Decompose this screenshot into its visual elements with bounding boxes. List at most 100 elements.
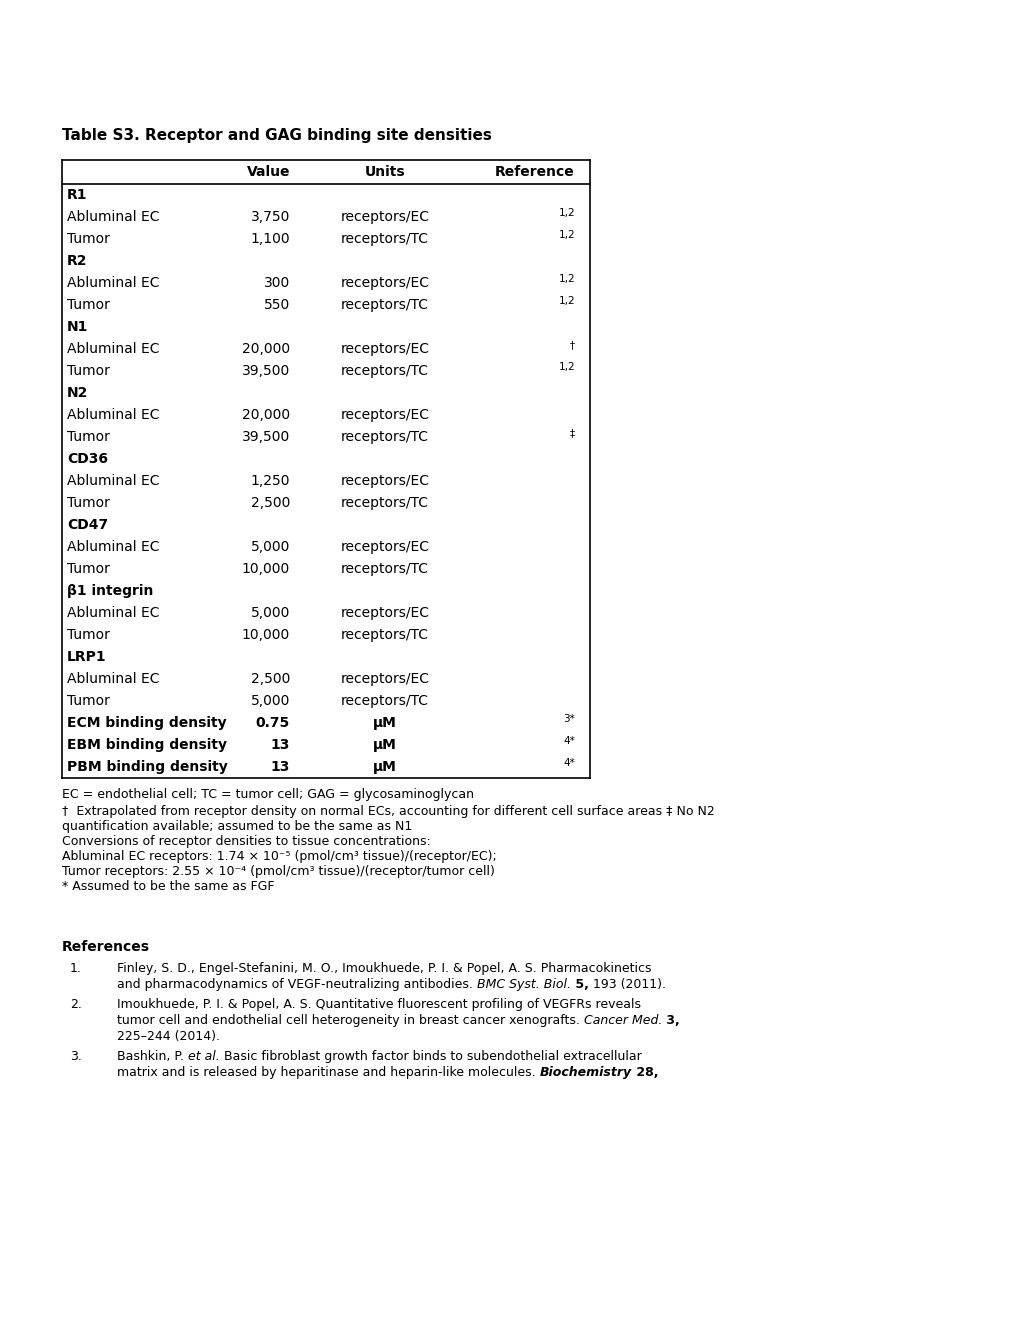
Text: and pharmacodynamics of VEGF-neutralizing antibodies.: and pharmacodynamics of VEGF-neutralizin…: [117, 978, 477, 991]
Text: receptors/TC: receptors/TC: [340, 364, 429, 378]
Text: Tumor: Tumor: [67, 562, 110, 576]
Text: 5,: 5,: [571, 978, 588, 991]
Text: 1,2: 1,2: [557, 275, 575, 284]
Text: 1,2: 1,2: [557, 362, 575, 372]
Text: 300: 300: [264, 276, 289, 290]
Text: Tumor: Tumor: [67, 430, 110, 444]
Text: 3*: 3*: [562, 714, 575, 723]
Text: 193 (2011).: 193 (2011).: [588, 978, 665, 991]
Text: μM: μM: [373, 760, 396, 774]
Text: Value: Value: [247, 165, 289, 180]
Text: 5,000: 5,000: [251, 694, 289, 708]
Text: 39,500: 39,500: [242, 430, 289, 444]
Text: 2,500: 2,500: [251, 496, 289, 510]
Text: 225–244 (2014).: 225–244 (2014).: [117, 1030, 220, 1043]
Text: N1: N1: [67, 319, 89, 334]
Text: 2,500: 2,500: [251, 672, 289, 686]
Text: 39,500: 39,500: [242, 364, 289, 378]
Text: 5,000: 5,000: [251, 540, 289, 554]
Text: β1 integrin: β1 integrin: [67, 583, 153, 598]
Text: Abluminal EC: Abluminal EC: [67, 342, 159, 356]
Text: BMC Syst. Biol.: BMC Syst. Biol.: [477, 978, 571, 991]
Text: 10,000: 10,000: [242, 628, 289, 642]
Text: receptors/TC: receptors/TC: [340, 628, 429, 642]
Text: 3.: 3.: [70, 1049, 82, 1063]
Text: Tumor: Tumor: [67, 364, 110, 378]
Text: LRP1: LRP1: [67, 649, 107, 664]
Text: EC = endothelial cell; TC = tumor cell; GAG = glycosaminoglycan: EC = endothelial cell; TC = tumor cell; …: [62, 788, 474, 801]
Text: 1,2: 1,2: [557, 230, 575, 240]
Text: receptors/EC: receptors/EC: [340, 540, 429, 554]
Text: et al.: et al.: [187, 1049, 219, 1063]
Text: Biochemistry: Biochemistry: [539, 1067, 631, 1078]
Text: †: †: [570, 341, 575, 350]
Text: 20,000: 20,000: [242, 342, 289, 356]
Text: quantification available; assumed to be the same as N1: quantification available; assumed to be …: [62, 820, 412, 833]
Text: R1: R1: [67, 187, 88, 202]
Text: 4*: 4*: [562, 737, 575, 746]
Text: †  Extrapolated from receptor density on normal ECs, accounting for different ce: † Extrapolated from receptor density on …: [62, 805, 714, 818]
Text: Tumor receptors: 2.55 × 10⁻⁴ (pmol/cm³ tissue)/(receptor/tumor cell): Tumor receptors: 2.55 × 10⁻⁴ (pmol/cm³ t…: [62, 865, 494, 878]
Text: receptors/EC: receptors/EC: [340, 342, 429, 356]
Text: 10,000: 10,000: [242, 562, 289, 576]
Text: 3,750: 3,750: [251, 210, 289, 224]
Text: CD47: CD47: [67, 517, 108, 532]
Text: Imoukhuede, P. I. & Popel, A. S. Quantitative fluorescent profiling of VEGFRs re: Imoukhuede, P. I. & Popel, A. S. Quantit…: [117, 998, 640, 1011]
Text: 13: 13: [270, 760, 289, 774]
Text: receptors/EC: receptors/EC: [340, 606, 429, 620]
Text: CD36: CD36: [67, 451, 108, 466]
Text: 1,2: 1,2: [557, 296, 575, 306]
Text: receptors/EC: receptors/EC: [340, 276, 429, 290]
Text: 550: 550: [264, 298, 289, 312]
Text: Cancer Med.: Cancer Med.: [583, 1014, 661, 1027]
Text: Bashkin, P.: Bashkin, P.: [117, 1049, 187, 1063]
Text: receptors/TC: receptors/TC: [340, 694, 429, 708]
Text: ‡: ‡: [570, 428, 575, 438]
Text: receptors/TC: receptors/TC: [340, 562, 429, 576]
Text: 3,: 3,: [661, 1014, 680, 1027]
Text: PBM binding density: PBM binding density: [67, 760, 227, 774]
Text: μM: μM: [373, 715, 396, 730]
Text: Finley, S. D., Engel-Stefanini, M. O., Imoukhuede, P. I. & Popel, A. S. Pharmaco: Finley, S. D., Engel-Stefanini, M. O., I…: [117, 962, 651, 975]
Text: 1,2: 1,2: [557, 209, 575, 218]
Text: matrix and is released by heparitinase and heparin-like molecules.: matrix and is released by heparitinase a…: [117, 1067, 539, 1078]
Text: Abluminal EC: Abluminal EC: [67, 276, 159, 290]
Text: References: References: [62, 940, 150, 954]
Text: Abluminal EC: Abluminal EC: [67, 672, 159, 686]
Text: R2: R2: [67, 253, 88, 268]
Text: Abluminal EC: Abluminal EC: [67, 606, 159, 620]
Text: * Assumed to be the same as FGF: * Assumed to be the same as FGF: [62, 880, 274, 894]
Text: Table S3. Receptor and GAG binding site densities: Table S3. Receptor and GAG binding site …: [62, 128, 491, 143]
Text: Tumor: Tumor: [67, 298, 110, 312]
Text: receptors/EC: receptors/EC: [340, 474, 429, 488]
Text: tumor cell and endothelial cell heterogeneity in breast cancer xenografts.: tumor cell and endothelial cell heteroge…: [117, 1014, 583, 1027]
Text: receptors/EC: receptors/EC: [340, 408, 429, 422]
Text: Conversions of receptor densities to tissue concentrations:: Conversions of receptor densities to tis…: [62, 836, 430, 847]
Text: 28,: 28,: [631, 1067, 657, 1078]
Text: 0.75: 0.75: [256, 715, 289, 730]
Text: N2: N2: [67, 385, 89, 400]
Text: Abluminal EC: Abluminal EC: [67, 210, 159, 224]
Text: 1.: 1.: [70, 962, 82, 975]
Text: Tumor: Tumor: [67, 232, 110, 246]
Text: Tumor: Tumor: [67, 496, 110, 510]
Text: Tumor: Tumor: [67, 694, 110, 708]
Text: Abluminal EC receptors: 1.74 × 10⁻⁵ (pmol/cm³ tissue)/(receptor/EC);: Abluminal EC receptors: 1.74 × 10⁻⁵ (pmo…: [62, 850, 496, 863]
Text: 2.: 2.: [70, 998, 82, 1011]
Text: Units: Units: [365, 165, 405, 180]
Text: 20,000: 20,000: [242, 408, 289, 422]
Text: EBM binding density: EBM binding density: [67, 738, 227, 752]
Text: 1,250: 1,250: [251, 474, 289, 488]
Text: 5,000: 5,000: [251, 606, 289, 620]
Text: receptors/TC: receptors/TC: [340, 232, 429, 246]
Text: Abluminal EC: Abluminal EC: [67, 540, 159, 554]
Text: ECM binding density: ECM binding density: [67, 715, 226, 730]
Text: 1,100: 1,100: [250, 232, 289, 246]
Text: receptors/EC: receptors/EC: [340, 672, 429, 686]
Text: Basic fibroblast growth factor binds to subendothelial extracellular: Basic fibroblast growth factor binds to …: [219, 1049, 641, 1063]
Text: μM: μM: [373, 738, 396, 752]
Text: receptors/TC: receptors/TC: [340, 298, 429, 312]
Text: receptors/TC: receptors/TC: [340, 430, 429, 444]
Text: 13: 13: [270, 738, 289, 752]
Text: Abluminal EC: Abluminal EC: [67, 408, 159, 422]
